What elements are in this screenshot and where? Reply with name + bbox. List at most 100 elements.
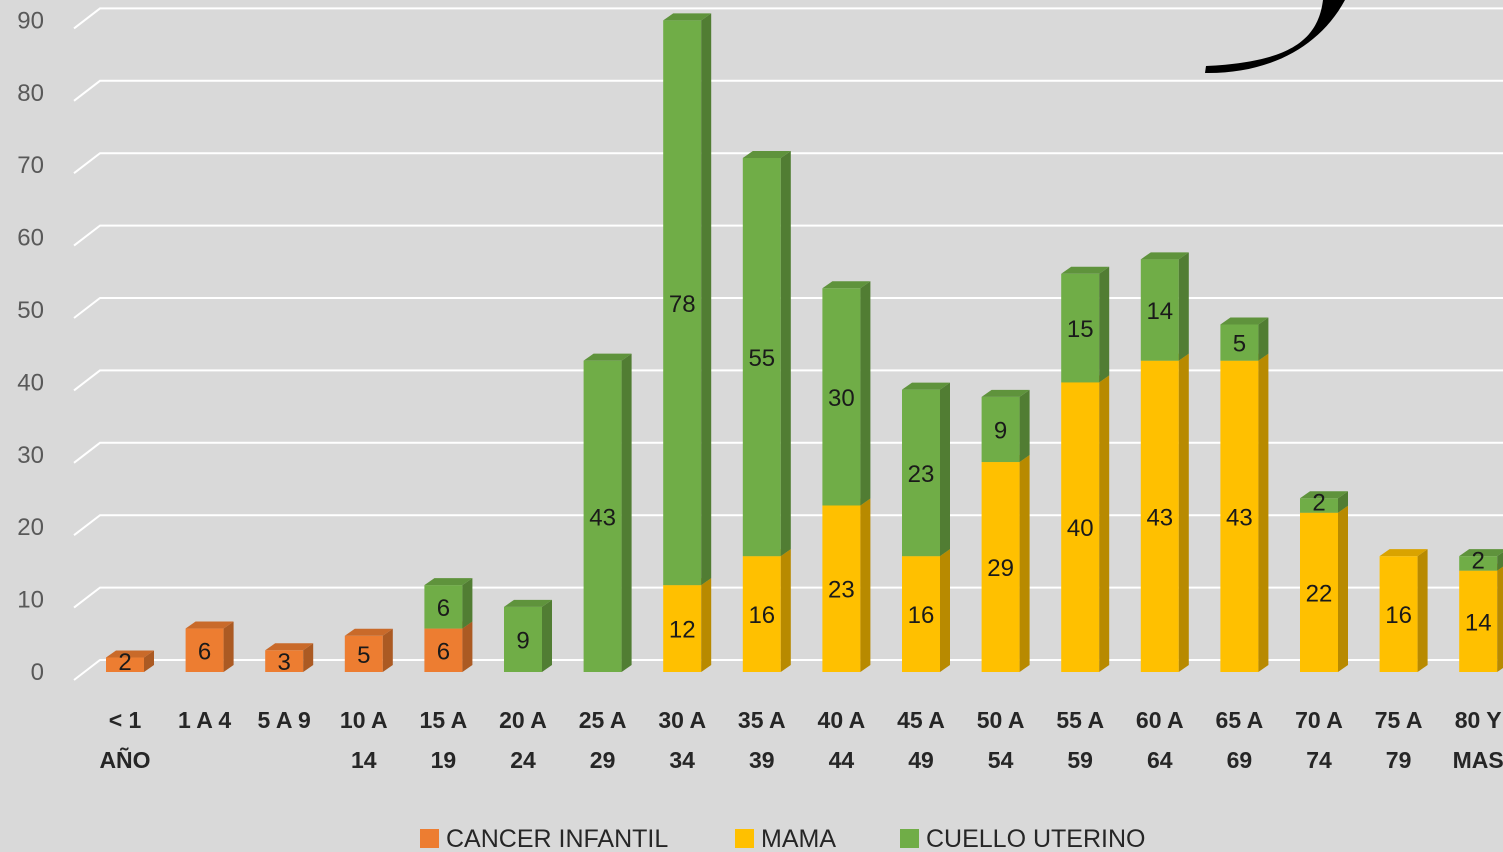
x-tick-label: 29	[590, 747, 616, 773]
data-label: 29	[987, 555, 1014, 582]
y-tick-label: 60	[17, 225, 44, 252]
bar-segment-cancer-infantil	[265, 643, 314, 672]
x-tick-label: 24	[510, 747, 536, 773]
data-label: 2	[1312, 490, 1325, 517]
data-label: 16	[748, 602, 775, 629]
data-label: 2	[1472, 548, 1485, 575]
gridline	[73, 297, 1503, 319]
x-tick-label: 54	[988, 747, 1014, 773]
y-tick-label: 80	[17, 80, 44, 107]
bar-segment-mama	[981, 455, 1030, 672]
data-label: 9	[994, 417, 1007, 444]
bar-segment-cuello-uterino	[981, 389, 1030, 463]
data-label: 22	[1306, 580, 1333, 607]
gridlines	[73, 7, 1503, 681]
bar-segment-cancer-infantil	[185, 621, 234, 672]
y-axis: 0 10 20 30 40 50 60 70 80 90	[17, 7, 44, 686]
data-label: 6	[437, 638, 450, 665]
data-label: 6	[437, 595, 450, 622]
bar-segment-cuello-uterino	[424, 578, 473, 629]
gridline	[73, 224, 1503, 247]
data-label: 43	[1226, 504, 1253, 531]
x-tick-label: 1 A 4	[178, 707, 231, 733]
y-tick-label: 10	[17, 587, 44, 614]
x-tick-label: 74	[1306, 747, 1332, 773]
bar-segment-cuello-uterino	[1220, 317, 1269, 361]
bar-segment-mama	[1140, 353, 1189, 672]
data-label: 43	[589, 504, 616, 531]
bars	[106, 13, 1503, 672]
x-tick-label: 10 A	[340, 707, 388, 733]
gridline	[73, 369, 1503, 392]
data-label: 3	[278, 649, 291, 676]
bar-segment-mama	[822, 498, 871, 672]
bar-segment-cuello-uterino	[504, 599, 552, 672]
x-tick-label: 49	[908, 747, 934, 773]
x-tick-label: 39	[749, 747, 775, 773]
x-tick-label: 64	[1147, 747, 1173, 773]
x-tick-label: 59	[1067, 747, 1093, 773]
data-label: 5	[357, 642, 370, 669]
x-tick-label: AÑO	[99, 746, 150, 773]
gridline	[73, 514, 1503, 536]
data-label: 5	[1233, 331, 1246, 358]
y-tick-label: 90	[17, 7, 44, 34]
x-tick-label: 65 A	[1216, 707, 1264, 733]
y-tick-label: 0	[31, 659, 44, 686]
y-tick-label: 20	[17, 514, 44, 541]
data-label: 12	[669, 617, 696, 644]
x-tick-label: 5 A 9	[258, 707, 311, 733]
x-tick-label: MAS	[1453, 747, 1503, 773]
legend: CANCER INFANTIL MAMA CUELLO UTERINO	[420, 825, 1145, 852]
bar-segment-cuello-uterino	[583, 353, 632, 672]
x-tick-label: 75 A	[1375, 707, 1423, 733]
x-tick-label: 35 A	[738, 707, 786, 733]
bar-segment-cuello-uterino	[663, 13, 712, 586]
legend-swatch	[735, 829, 754, 848]
legend-item: CUELLO UTERINO	[900, 825, 1145, 852]
bar-segment-cancer-infantil	[344, 628, 393, 672]
data-label: 23	[908, 461, 935, 488]
data-label: 23	[828, 577, 855, 604]
gridline	[73, 659, 1503, 681]
x-tick-label: 25 A	[579, 707, 627, 733]
bar-segment-cuello-uterino	[742, 150, 791, 557]
data-label: 78	[669, 291, 696, 318]
gridline	[73, 79, 1503, 102]
data-label: 43	[1146, 504, 1173, 531]
x-tick-label: 44	[829, 747, 855, 773]
bar-segment-cuello-uterino	[822, 281, 871, 506]
x-tick-label: 79	[1386, 747, 1412, 773]
y-tick-label: 50	[17, 297, 44, 324]
gridline	[73, 441, 1503, 464]
legend-swatch	[420, 829, 439, 848]
x-tick-label: 69	[1227, 747, 1253, 773]
x-tick-label: 19	[431, 747, 457, 773]
data-label: 30	[828, 385, 855, 412]
data-label: 2	[118, 649, 131, 676]
x-tick-label: 60 A	[1136, 707, 1184, 733]
bar-segment-cuello-uterino	[1140, 252, 1189, 361]
data-label: 15	[1067, 316, 1094, 343]
legend-label: MAMA	[761, 825, 836, 852]
data-label: 6	[198, 638, 211, 665]
x-axis: < 1 AÑO 1 A 4 5 A 9 10 A 14 15 A 19 20 A 24 25 A 29…	[99, 707, 1503, 773]
bar-segment-cuello-uterino	[1300, 491, 1348, 513]
bar-segment-mama	[1220, 353, 1269, 672]
bar-segment-mama	[1379, 549, 1428, 672]
decorative-curve	[1205, 0, 1345, 74]
legend-item: MAMA	[735, 825, 836, 852]
data-labels: 2 6 3 5 6 6 9 43 12 78 16 55 23 30 16 23 29 9 40 15 43 14 43 5 2…	[118, 291, 1491, 676]
x-tick-label: 20 A	[499, 707, 547, 733]
data-label: 14	[1146, 298, 1173, 325]
gridline	[73, 7, 1503, 30]
gridline	[73, 586, 1503, 609]
bar-segment-cuello-uterino	[902, 382, 950, 557]
y-tick-label: 30	[17, 442, 44, 469]
x-tick-label: < 1	[109, 707, 142, 733]
x-tick-label: 55 A	[1056, 707, 1104, 733]
data-label: 55	[748, 345, 775, 372]
data-label: 16	[908, 602, 935, 629]
